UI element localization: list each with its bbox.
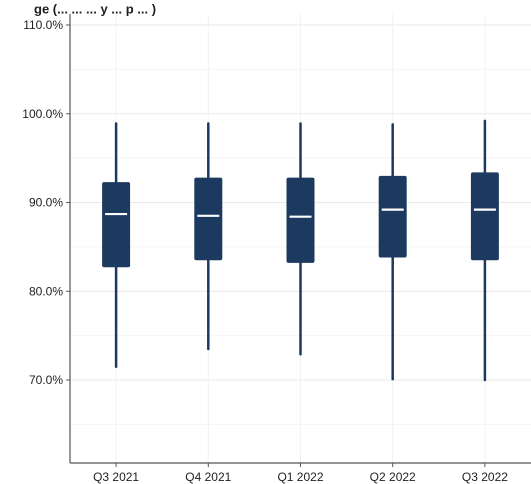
y-tick-label: 70.0%: [29, 373, 63, 387]
y-tick-label: 90.0%: [29, 196, 63, 210]
x-tick-label: Q2 2022: [370, 470, 416, 484]
axes: [66, 14, 531, 467]
x-tick-label: Q3 2022: [462, 470, 508, 484]
chart-title: ge (... ... ... y ... p ... ): [34, 2, 156, 17]
y-tick-label: 80.0%: [29, 284, 63, 298]
y-tick-label: 110.0%: [23, 18, 63, 32]
box-q3-2022: [470, 119, 499, 382]
box-q4-2021: [194, 122, 223, 351]
x-tick-label: Q1 2022: [277, 470, 323, 484]
box-q1-2022: [286, 122, 315, 356]
x-tick-label: Q4 2021: [185, 470, 231, 484]
tick-labels: 110.0% 100.0% 90.0% 80.0% 70.0% Q3 2021 Q4 202…: [22, 18, 508, 484]
x-tick-label: Q3 2021: [93, 470, 139, 484]
box-body: [470, 172, 499, 261]
box-body: [286, 177, 315, 263]
box-q3-2021: [102, 122, 131, 368]
box-body: [378, 175, 407, 258]
box-q2-2022: [378, 123, 407, 381]
box-body: [102, 182, 131, 268]
box-body: [194, 177, 223, 261]
y-tick-label: 100.0%: [22, 107, 63, 121]
box-series: [102, 119, 499, 382]
